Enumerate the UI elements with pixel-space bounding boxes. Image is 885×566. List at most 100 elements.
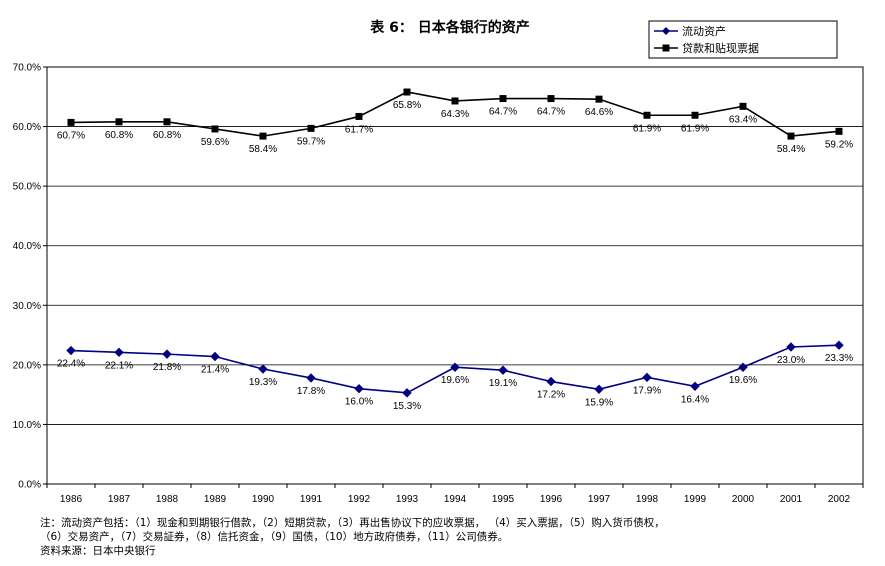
legend-label: 贷款和贴现票据 <box>682 41 759 55</box>
data-point-diamond <box>642 372 652 383</box>
y-tick-label: 50.0% <box>13 182 41 193</box>
footnote-line-1: 注：流动资产包括：（1）现金和到期银行借款，（2）短期贷款，（3）再出售协议下的… <box>40 517 665 529</box>
footnote-line-2: （6）交易资产，（7）交易証券，（8）信托资金，（9）国债，（10）地方政府债券… <box>40 531 509 543</box>
plot-frame <box>46 66 864 485</box>
data-point-square <box>307 124 315 132</box>
data-point-square <box>643 111 651 119</box>
data-label: 16.0% <box>345 397 373 408</box>
x-tick-label: 1992 <box>348 494 371 505</box>
data-label: 17.8% <box>297 386 325 397</box>
data-label: 60.8% <box>153 130 181 141</box>
data-point-diamond <box>162 349 172 359</box>
data-label: 15.9% <box>585 397 613 408</box>
data-point-diamond <box>834 340 844 350</box>
y-tick-label: 0.0% <box>18 480 41 491</box>
data-point-diamond <box>66 345 76 356</box>
gridlines <box>47 126 863 425</box>
data-point-diamond <box>738 362 748 372</box>
data-point-square <box>547 95 555 103</box>
legend-label: 流动资产 <box>682 24 726 38</box>
series-layer: 22.4% 22.1% 21.8% 21.4% 19.3% 17.8% 16.0% 15.3%… <box>57 88 853 412</box>
data-label: 63.4% <box>729 114 757 125</box>
data-label: 60.8% <box>105 130 133 141</box>
data-label: 23.0% <box>777 355 805 366</box>
data-label: 17.2% <box>537 390 565 401</box>
data-point-square <box>691 111 699 119</box>
series-diamond: 22.4% 22.1% 21.8% 21.4% 19.3% 17.8% 16.0% 15.3%… <box>57 340 853 412</box>
data-point-square <box>451 97 459 105</box>
plot-area <box>46 66 864 485</box>
x-tick-label: 1988 <box>156 494 179 505</box>
data-label: 19.1% <box>489 378 517 389</box>
data-point-square <box>499 95 507 103</box>
data-point-square <box>403 88 411 96</box>
data-point-square <box>163 118 171 126</box>
x-tick-label: 2001 <box>780 494 803 505</box>
x-tick-label: 2000 <box>732 494 755 505</box>
series-square: 60.7% 60.8% 60.8% 59.6% 58.4% 59.7% 61.7% 65.8%… <box>57 88 853 155</box>
data-label: 65.8% <box>393 100 421 111</box>
data-point-square <box>739 102 747 110</box>
source-note: 资料来源：日本中央银行 <box>40 545 156 557</box>
data-point-square <box>211 125 219 133</box>
y-tick-label: 30.0% <box>13 301 41 312</box>
data-label: 61.9% <box>681 123 709 134</box>
data-point-diamond <box>546 376 556 387</box>
legend-marker-square <box>662 44 670 52</box>
data-point-diamond <box>114 347 124 358</box>
data-label: 19.6% <box>441 375 469 386</box>
data-label: 19.3% <box>249 377 277 388</box>
x-tick-label: 1989 <box>204 494 227 505</box>
data-point-square <box>115 118 123 126</box>
legend-marker-diamond <box>662 27 670 35</box>
data-label: 61.7% <box>345 124 373 135</box>
data-point-diamond <box>498 365 508 375</box>
data-label: 59.7% <box>297 136 325 147</box>
x-tick-label: 1987 <box>108 494 131 505</box>
x-tick-label: 1986 <box>60 494 83 505</box>
data-label: 64.7% <box>489 107 517 118</box>
data-label: 19.6% <box>729 375 757 386</box>
x-tick-label: 1998 <box>636 494 659 505</box>
x-tick-label: 1994 <box>444 494 467 505</box>
x-tick-label: 1996 <box>540 494 563 505</box>
data-point-diamond <box>258 364 268 374</box>
data-label: 23.3% <box>825 353 853 364</box>
data-point-diamond <box>450 362 460 372</box>
data-label: 16.4% <box>681 394 709 405</box>
y-tick-label: 20.0% <box>13 360 41 371</box>
data-label: 15.3% <box>393 401 421 412</box>
data-label: 21.4% <box>201 365 229 376</box>
data-label: 59.2% <box>825 139 853 150</box>
data-point-diamond <box>786 342 796 352</box>
x-tick-label: 1991 <box>300 494 323 505</box>
x-tick-label: 2002 <box>828 494 851 505</box>
data-point-diamond <box>306 373 316 383</box>
data-label: 64.6% <box>585 107 613 118</box>
y-tick-label: 40.0% <box>13 241 41 252</box>
data-label: 64.3% <box>441 109 469 120</box>
y-tick-label: 10.0% <box>13 420 41 431</box>
x-tick-label: 1995 <box>492 494 515 505</box>
chart-title: 表 6： 日本各银行的资产 <box>369 19 530 36</box>
data-label: 22.4% <box>57 359 85 370</box>
y-tick-label: 70.0% <box>13 63 41 74</box>
data-point-diamond <box>354 383 364 394</box>
data-point-diamond <box>690 381 700 392</box>
x-axis: 1986 1987 1988 1989 1990 1991 1992 1993 1994 1995… <box>46 484 864 505</box>
data-label: 58.4% <box>249 144 277 155</box>
y-tick-label: 60.0% <box>13 122 41 133</box>
data-label: 21.8% <box>153 362 181 373</box>
data-label: 60.7% <box>57 130 85 141</box>
x-tick-label: 1990 <box>252 494 275 505</box>
data-label: 59.6% <box>201 137 229 148</box>
data-point-diamond <box>210 351 220 362</box>
legend-box <box>648 20 838 59</box>
data-point-square <box>355 112 363 120</box>
data-label: 58.4% <box>777 144 805 155</box>
data-label: 61.9% <box>633 123 661 134</box>
data-label: 22.1% <box>105 360 133 371</box>
x-tick-label: 1993 <box>396 494 419 505</box>
